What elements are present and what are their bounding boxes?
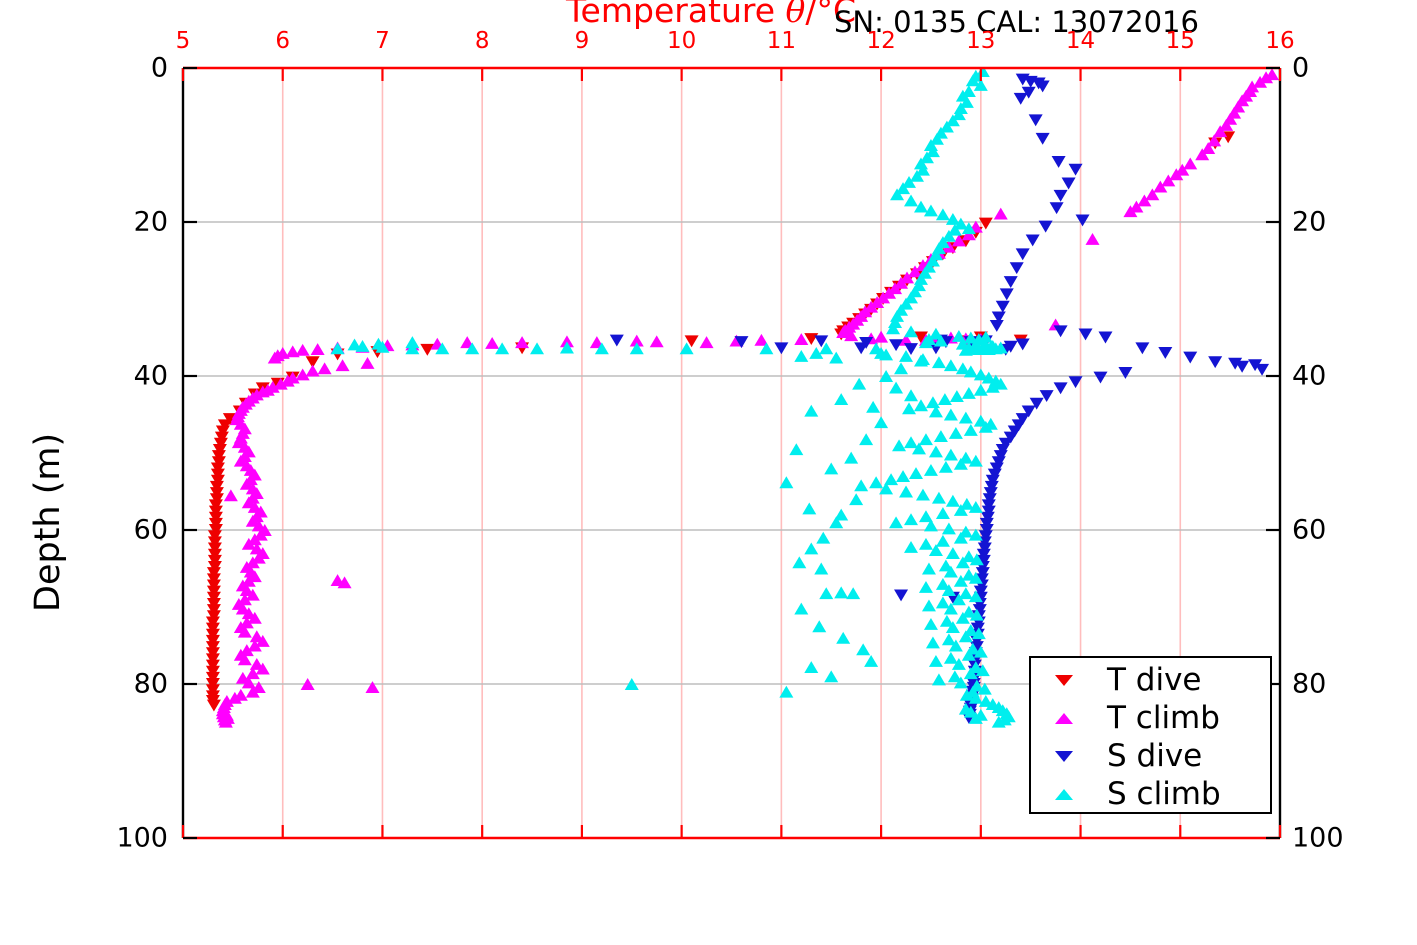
y-tick-label: 0 [150, 52, 168, 84]
title-unit: /°C [805, 0, 857, 30]
x-tick-label: 12 [866, 28, 896, 54]
x-tick-label: 16 [1265, 28, 1295, 54]
legend: T dive T climb S dive S climb [1029, 656, 1272, 814]
y-tick-label: 20 [133, 206, 168, 238]
y-tick-label-right: 0 [1292, 52, 1310, 84]
sensor-annotation: SN: 0135 CAL: 13072016 [834, 5, 1199, 39]
legend-label: T climb [1107, 700, 1220, 736]
x-tick-label: 8 [474, 28, 490, 54]
y-tick-label: 100 [116, 822, 168, 854]
legend-label: T dive [1107, 662, 1202, 698]
legend-marker-triangle-up-icon [1055, 789, 1073, 800]
legend-item-t-dive[interactable]: T dive [1055, 665, 1202, 696]
legend-marker-triangle-down-icon [1055, 675, 1073, 686]
x-tick-label: 13 [966, 28, 996, 54]
legend-label: S dive [1107, 738, 1203, 774]
x-tick-label: 9 [574, 28, 590, 54]
y-tick-label-right: 60 [1292, 514, 1327, 546]
legend-marker-triangle-down-icon [1055, 751, 1073, 762]
legend-marker-triangle-up-icon [1055, 713, 1073, 724]
y-tick-label: 80 [133, 668, 168, 700]
y-tick-label: 40 [133, 360, 168, 392]
legend-label: S climb [1107, 776, 1221, 812]
series-t-climb [215, 68, 1280, 728]
theta-symbol: θ [785, 0, 806, 30]
y-tick-label: 60 [133, 514, 168, 546]
x-tick-label: 14 [1065, 28, 1096, 54]
y-tick-label-right: 80 [1292, 668, 1327, 700]
y-tick-label-right: 20 [1292, 206, 1327, 238]
axis-frame [181, 66, 1282, 840]
legend-item-t-climb[interactable]: T climb [1055, 703, 1220, 734]
axis-ticks [181, 66, 1282, 840]
legend-item-s-dive[interactable]: S dive [1055, 741, 1202, 772]
series-s-climb [330, 68, 1016, 728]
page-title: Temperature θ/°C [566, 0, 856, 27]
data-points [205, 68, 1280, 728]
y-tick-label-right: 100 [1292, 822, 1344, 854]
x-tick-label: 5 [175, 28, 191, 54]
legend-item-s-climb[interactable]: S climb [1055, 779, 1221, 810]
x-tick-label: 7 [375, 28, 390, 54]
title-text: Temperature [566, 0, 786, 30]
y-tick-label-right: 40 [1292, 360, 1327, 392]
x-tick-label: 6 [275, 28, 291, 54]
x-tick-label: 11 [766, 28, 796, 54]
x-tick-label: 10 [666, 28, 697, 54]
x-tick-label: 15 [1165, 28, 1195, 54]
series-s-dive [609, 73, 1270, 724]
